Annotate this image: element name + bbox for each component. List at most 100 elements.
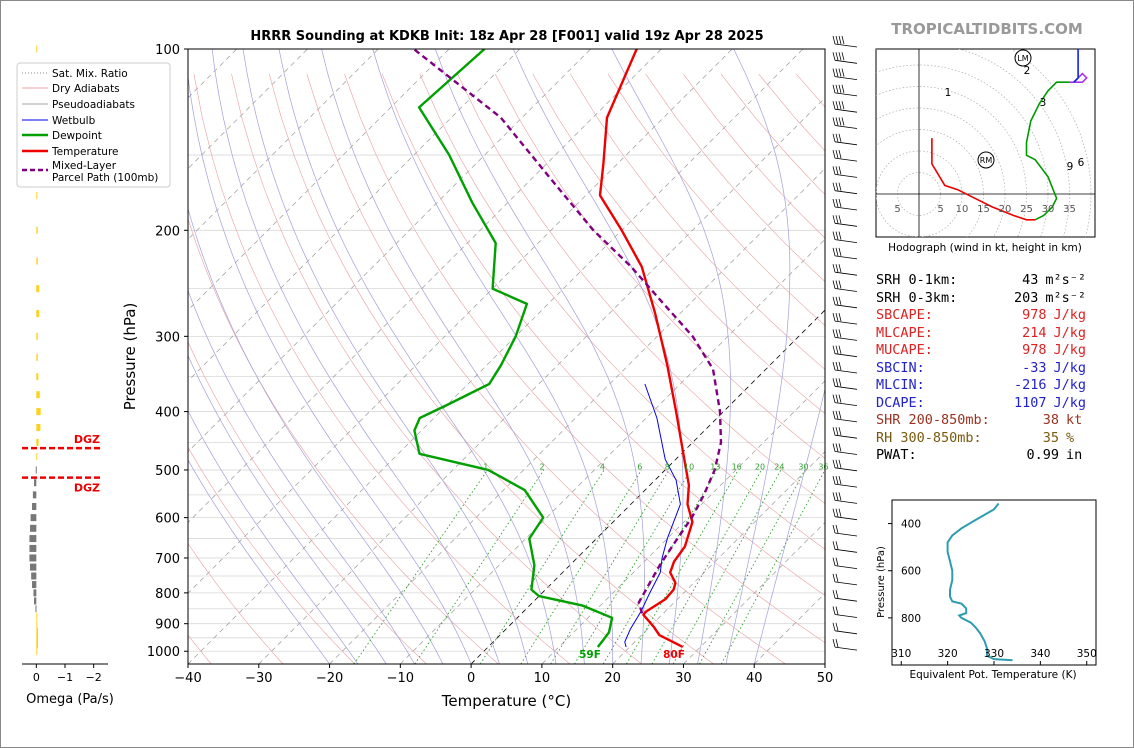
parameter-row: MUCAPE: 978 J/kg [876,342,1086,360]
parameter-label: DCAPE: [876,394,925,411]
parameter-label: MLCIN: [876,377,925,393]
hodograph-frame [875,48,1096,238]
isotherm-line [188,49,804,664]
omega-bar [31,572,37,580]
omega-bar [36,634,39,642]
parameter-unit: J/kg [1053,377,1086,393]
wind-barb-flag [838,361,842,371]
wind-barb-flag [832,68,836,77]
omega-bar [36,226,38,234]
wind-barb-flag [832,590,836,599]
dry-adiabat-line [419,73,825,550]
parameter-value: 43 [1022,272,1039,288]
wind-barb-shaft [834,76,858,80]
parameter-unit: m²s⁻² [1045,289,1086,306]
parameter-row: MLCAPE: 214 J/kg [876,325,1086,343]
wind-barb-flag [835,394,839,403]
hodograph-segment [931,138,1036,221]
wind-barb-flag [832,35,836,45]
wind-barb-flag [832,606,836,615]
wind-barb-shaft [834,304,858,309]
wind-barb-shaft [834,255,858,260]
wind-barb-flag [838,231,842,240]
storm-motion-marker [977,151,995,169]
parameter-label: MUCAPE: [876,342,933,358]
mixing-ratio-label: 2 [539,463,544,472]
omega-bar [36,453,38,461]
wind-barb-flag [835,68,839,77]
isotherm-line [258,97,825,664]
wind-barb-flag [832,492,836,501]
theta-e-x-tick-label: 310 [891,648,911,660]
omega-bar [32,581,37,589]
hodograph-ring-label: 30 [1042,204,1055,215]
omega-bar [32,491,37,499]
parameter-label: RH 300-850mb: [876,429,982,446]
wind-barb-flag [832,84,836,93]
hodograph-height-label: 3 [1040,97,1047,109]
wind-barb-flag [841,35,845,45]
omega-bar [36,647,38,655]
parameter-label: MLCAPE: [876,324,933,341]
parameter-value: 978 [1022,307,1047,323]
omega-bar [36,438,39,446]
wind-barb-flag [838,247,842,256]
mixing-ratio-label: 16 [732,463,742,472]
parameter-row: RH 300-850mb: 35% [876,430,1086,448]
isotherm-line [683,521,825,664]
wind-barb-flag [838,476,842,485]
parameter-unit: m²s⁻² [1045,272,1086,288]
skewt-plot-area [188,49,825,664]
moist-adiabat-line [434,49,645,664]
wind-barb-flag [838,296,842,305]
parameter-value: 978 [1022,342,1047,358]
hodograph-segment [1025,81,1070,221]
moist-adiabat-line [278,49,557,664]
parameter-row: MLCIN: -216 J/kg [876,377,1086,395]
dry-adiabat-line [494,73,825,459]
wind-barb-shaft [834,141,858,146]
omega-bar [36,45,38,53]
wind-barb-flag [832,557,836,566]
hodograph-ring-label: 20 [999,204,1012,215]
wind-barb-flag [832,296,836,305]
brand-watermark: TROPICALTIDBITS.COM [891,20,1083,38]
omega-bar [36,391,40,399]
wind-barb-flag [835,427,839,436]
dry-adiabat-line [570,73,825,370]
omega-bar [34,597,37,605]
theta-e-x-tick-label: 350 [1077,648,1097,660]
wind-barb-flag [841,101,845,110]
dry-adiabat-line [457,73,825,504]
mixing-ratio-label: 13 [710,463,720,472]
wind-barb-flag [832,329,836,338]
y-tick-label: 900 [155,618,180,633]
parameter-unit: in [1066,447,1083,463]
wind-barb-flag [832,378,836,387]
wind-barb-flag [835,541,839,550]
wind-barb-flag [835,150,839,159]
wind-barb-flag [838,345,842,354]
omega-bar [34,479,37,487]
parameter-unit: J/kg [1053,394,1086,411]
mixing-ratio-line [651,469,762,664]
omega-bar [33,589,37,597]
y-tick-label: 300 [155,330,180,345]
wind-barb-shaft [834,288,858,292]
wind-barb-shaft [834,206,858,211]
wind-barb-shaft [834,451,858,455]
legend-label: Dry Adiabats [52,83,120,95]
wind-barb-flag [838,508,842,517]
legend-label: Pseudoadiabats [52,99,135,111]
wind-barb-shaft [834,353,858,358]
isotherm-line [188,49,662,523]
parameter-unit: kt [1066,412,1083,428]
wind-barb-flag [832,313,836,322]
wind-barb-shaft [834,483,858,488]
parameter-row: SRH 0-3km: 203 m²s⁻² [876,290,1086,308]
omega-tick-label: −1 [57,671,73,684]
hodograph-ring-label: 35 [1063,204,1076,215]
hodograph-plot-area [876,49,1095,237]
surface-temperature-label: 80F [663,649,685,661]
